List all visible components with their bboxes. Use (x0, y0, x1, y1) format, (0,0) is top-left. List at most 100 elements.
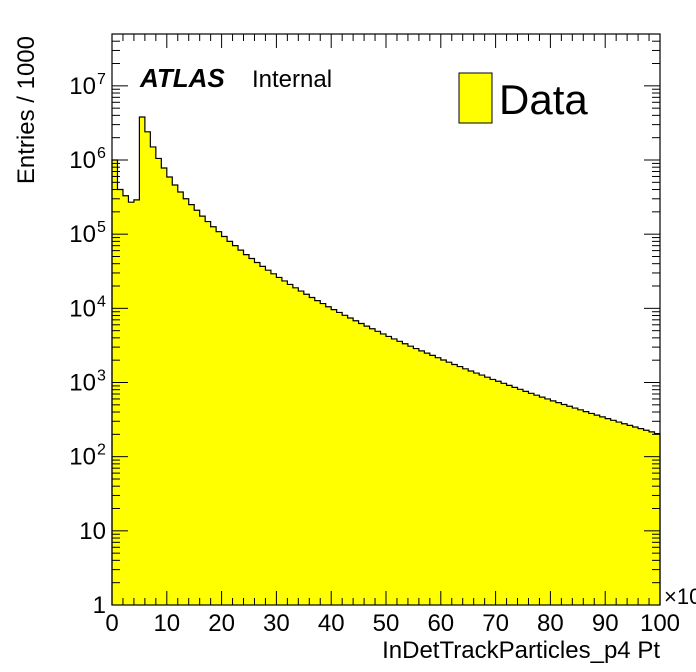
histogram-bar (369, 328, 376, 605)
histogram-bar (572, 408, 579, 605)
histogram-bar (610, 420, 617, 605)
histogram-bar (238, 250, 244, 605)
histogram-bar (205, 221, 212, 605)
atlas-label: ATLAS (139, 63, 225, 93)
histogram-bar (128, 202, 135, 605)
y-tick-label: 10 (79, 518, 106, 545)
x-tick-label: 10 (153, 610, 180, 637)
histogram-bar (188, 204, 195, 605)
histogram-bar (473, 373, 480, 605)
x-axis-ticks (111, 34, 661, 605)
x-axis-label: InDetTrackParticles_p4 Pt (382, 637, 660, 664)
histogram-bar (451, 364, 458, 605)
histogram-bar (320, 303, 327, 605)
histogram-bar (325, 306, 332, 605)
x-tick-label: 20 (208, 610, 235, 637)
histogram-bar (386, 336, 392, 605)
histogram-bar (375, 331, 381, 605)
histogram-bar (484, 377, 491, 605)
histogram-bar (528, 393, 535, 605)
histogram-bar (479, 375, 486, 605)
histogram-bar (533, 395, 540, 605)
histogram-bar (353, 320, 359, 605)
histogram-bar (435, 357, 442, 605)
histogram-bar (249, 258, 255, 605)
histogram-bar (396, 341, 403, 605)
histogram-bar (133, 199, 140, 605)
histogram-bar (281, 280, 288, 605)
histogram-bar (517, 389, 524, 605)
histogram-bar (139, 117, 146, 606)
y-tick-label-exponent: 5 (97, 219, 106, 236)
atlas-sublabel: Internal (252, 66, 332, 93)
histogram-bar (512, 387, 518, 605)
histogram-bar (265, 270, 272, 605)
histogram-bar (216, 231, 222, 606)
histogram-bar (523, 391, 529, 605)
histogram-bar (402, 343, 409, 605)
y-tick-label: 10 (69, 147, 96, 174)
x-tick-label: 40 (318, 610, 345, 637)
x-tick-label: 80 (537, 610, 564, 637)
histogram-bar (172, 185, 179, 606)
histogram-bar (446, 362, 453, 605)
histogram-bar (364, 326, 370, 605)
y-tick-label: 10 (69, 295, 96, 322)
histogram-bar (539, 397, 546, 605)
legend: Data (458, 72, 588, 124)
histogram-bar (555, 402, 562, 605)
histogram-bar (303, 294, 310, 605)
histogram-bar (462, 368, 469, 605)
histogram-bar (292, 287, 299, 605)
histogram-bar (440, 360, 447, 605)
histogram-bar (298, 291, 305, 605)
x-tick-label: 90 (592, 610, 619, 637)
histogram-bar (254, 262, 261, 605)
histogram-bar (638, 428, 644, 605)
histogram-bar (270, 273, 277, 605)
histogram-bar (259, 266, 266, 605)
histogram-bar (621, 423, 628, 605)
histogram-bar (155, 158, 162, 605)
histogram-bar (495, 381, 502, 605)
x-tick-label: 50 (373, 610, 400, 637)
histogram-bar (544, 398, 551, 605)
histogram-bar (561, 404, 568, 605)
x-tick-label: 30 (263, 610, 290, 637)
x-tick-label: 0 (105, 610, 118, 637)
histogram-bar (314, 300, 321, 605)
histogram-bar (566, 406, 573, 605)
histogram-bar (457, 366, 464, 605)
histogram-bar (413, 348, 420, 605)
y-tick-label: 1 (93, 592, 106, 619)
histogram-bars (112, 117, 661, 606)
histogram-bar (161, 168, 168, 605)
histogram-bar (583, 411, 590, 605)
histogram-bar (380, 333, 387, 605)
histogram-bar (221, 236, 228, 605)
histogram-bar (122, 195, 129, 605)
y-tick-label-exponent: 6 (97, 145, 106, 162)
x-multiplier-label: ×10 (664, 584, 696, 609)
histogram-bar (287, 284, 294, 605)
histogram-bar (577, 409, 584, 605)
histogram-bar (227, 241, 233, 605)
histogram-bar (144, 131, 151, 605)
x-axis-tick-labels: 0 10 20 30 40 50 60 70 80 90 100 (105, 610, 680, 637)
histogram-bar (418, 350, 425, 605)
histogram-bar (605, 418, 612, 605)
histogram-bar (627, 425, 633, 605)
histogram-bar (276, 277, 283, 605)
histogram-bar (599, 416, 606, 605)
legend-swatch-data (458, 72, 493, 124)
histogram-bar (347, 318, 354, 605)
histogram-bar (588, 413, 595, 605)
y-tick-label: 10 (69, 444, 96, 471)
histogram-bar (407, 346, 414, 605)
histogram-bar (342, 315, 349, 605)
histogram-bar (429, 355, 436, 605)
x-tick-label: 60 (427, 610, 454, 637)
histogram-bar (594, 415, 601, 605)
